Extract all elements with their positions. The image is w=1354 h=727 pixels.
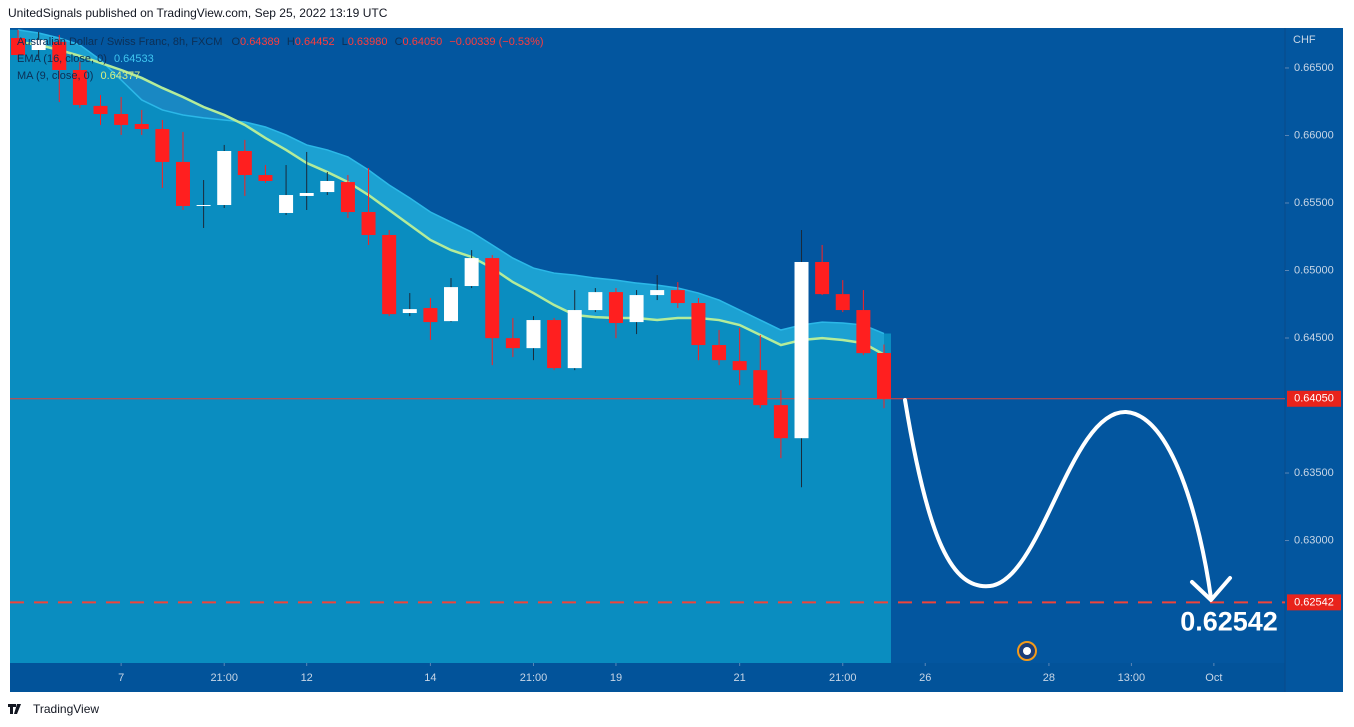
candle-body: [93, 105, 108, 115]
candle-body: [279, 195, 294, 213]
last-price-label: 0.64050: [1294, 393, 1334, 405]
x-tick-label: 21:00: [829, 672, 857, 684]
candle-body: [526, 320, 541, 349]
candle-body: [155, 128, 170, 162]
x-tick-label: 12: [301, 672, 313, 684]
candle-body: [773, 405, 788, 439]
x-tick-label: 28: [1043, 672, 1055, 684]
y-tick-label: 0.66000: [1294, 129, 1334, 141]
ohlc-value: 0.64389: [240, 36, 280, 48]
candle-body: [753, 370, 768, 406]
candle-body: [485, 258, 500, 339]
target-tag-label: 0.62542: [1294, 596, 1334, 608]
x-tick-label: 7: [118, 672, 124, 684]
symbol: Australian Dollar / Swiss Franc, 8h, FXC…: [17, 36, 222, 48]
change: −0.00339 (−0.53%): [449, 36, 543, 48]
candle-body: [650, 290, 665, 296]
ema-name: EMA (16, close, 0): [17, 53, 107, 65]
x-tick-label: 21:00: [520, 672, 548, 684]
candle-body: [175, 161, 190, 206]
candle-body: [52, 41, 67, 70]
plot: [10, 29, 1285, 664]
event-flag: [1023, 647, 1031, 655]
x-tick-label: Oct: [1205, 672, 1222, 684]
candle-body: [114, 114, 129, 125]
candle-body: [505, 338, 520, 349]
ema-value: 0.64533: [114, 53, 154, 65]
candle-body: [670, 290, 685, 304]
x-tick-label: 14: [424, 672, 436, 684]
candle-body: [835, 294, 850, 311]
ohlc-value: 0.64050: [403, 36, 443, 48]
target-tag: [1287, 594, 1341, 611]
y-tick-label: 0.65500: [1294, 197, 1334, 209]
brand-name: TradingView: [33, 702, 99, 716]
arrow-head: [1190, 576, 1232, 602]
ma-line: [17, 40, 885, 356]
candle-body: [217, 151, 232, 206]
candle-body: [11, 37, 26, 56]
y-tick-label: 0.65000: [1294, 264, 1334, 276]
x-tick-label: 26: [919, 672, 931, 684]
candle-body: [320, 180, 335, 193]
candle-body: [237, 151, 252, 176]
ohlc-value: 0.63980: [348, 36, 388, 48]
last-price-tag: [1287, 390, 1341, 407]
candle-body: [629, 295, 644, 323]
candle-body: [299, 192, 314, 196]
candle-body: [423, 308, 438, 323]
y-tick-label: 0.66500: [1294, 62, 1334, 74]
candle-body: [588, 292, 603, 311]
candle-body: [815, 261, 830, 295]
candle-body: [31, 39, 46, 51]
candle-body: [608, 292, 623, 324]
candle-body: [382, 234, 397, 315]
y-tick-label: 0.64500: [1294, 332, 1334, 344]
target-annotation: 0.62542: [1180, 607, 1278, 637]
candle-body: [340, 182, 355, 213]
ohlc-letter: H: [287, 36, 295, 48]
candle-body: [464, 258, 479, 287]
x-tick-label: 21: [734, 672, 746, 684]
candle-body: [547, 320, 562, 369]
legend-ma: MA (9, close, 0) 0.64377: [17, 70, 140, 82]
time-axis-area: [10, 663, 1285, 692]
candle-body: [876, 352, 891, 399]
brand-logo: [8, 704, 21, 714]
y-tick-label: 0.63000: [1294, 534, 1334, 546]
x-tick-label: 21:00: [210, 672, 238, 684]
candle-body: [691, 303, 706, 346]
legend-symbol: Australian Dollar / Swiss Franc, 8h, FXC…: [17, 36, 544, 48]
candle-body: [72, 69, 87, 105]
legend-ema: EMA (16, close, 0) 0.64533: [17, 53, 154, 65]
y-tick-label: 0.63500: [1294, 467, 1334, 479]
candle-body: [712, 345, 727, 361]
candle-body: [196, 205, 211, 207]
ohlc-letter: L: [342, 36, 348, 48]
forecast-arrow: [903, 398, 1213, 600]
candle-body: [134, 123, 149, 129]
currency-label: CHF: [1293, 34, 1316, 46]
ema-line: [17, 29, 885, 335]
ohlc-letter: C: [395, 36, 403, 48]
ma-name: MA (9, close, 0): [17, 70, 93, 82]
x-tick-label: 19: [610, 672, 622, 684]
ohlc-letter: O: [231, 36, 240, 48]
ma-value: 0.64377: [100, 70, 140, 82]
candle-body: [258, 175, 273, 181]
candle-body: [402, 309, 417, 314]
publish-info: UnitedSignals published on TradingView.c…: [8, 6, 388, 20]
candle-body: [732, 361, 747, 371]
ohlc-value: 0.64452: [295, 36, 335, 48]
candle-body: [444, 287, 459, 322]
candle-body: [567, 310, 582, 369]
candle-body: [361, 212, 376, 235]
candle-body: [794, 261, 809, 439]
candle-body: [856, 310, 871, 354]
x-tick-label: 13:00: [1118, 672, 1146, 684]
